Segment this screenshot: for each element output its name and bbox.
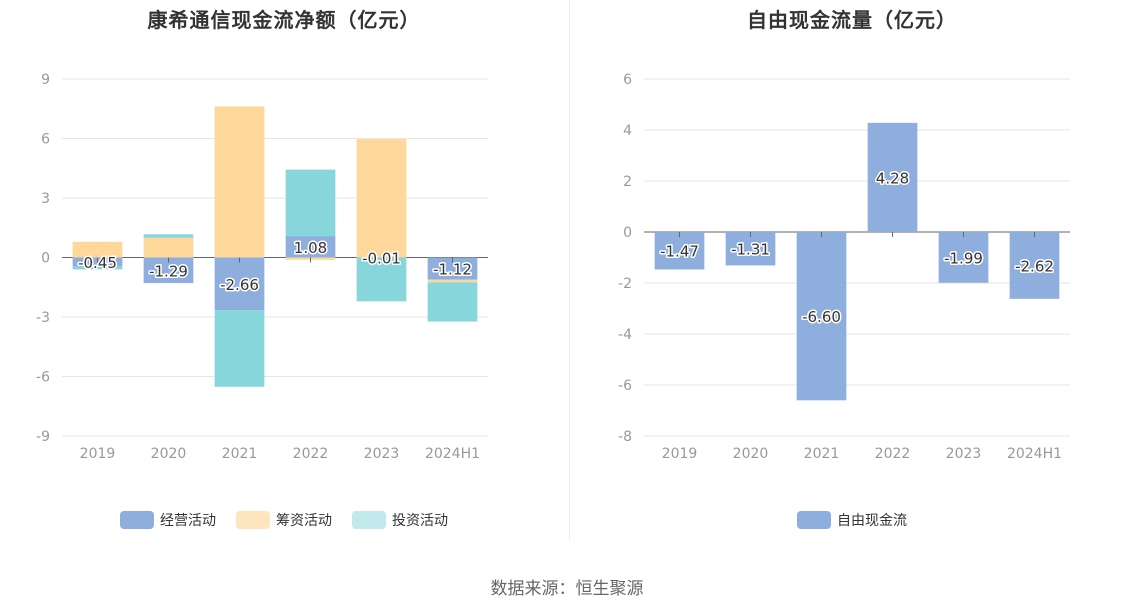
bar-free_cash_flow [725, 232, 776, 266]
bar-investing [356, 257, 407, 302]
data-label: -0.45 [78, 254, 117, 272]
y-tick-label: -3 [36, 310, 50, 326]
legend-swatch [352, 511, 386, 529]
bar-investing [214, 310, 265, 387]
data-label: 4.28 [876, 169, 909, 187]
bar-free_cash_flow [938, 232, 989, 283]
x-tick-label: 2023 [946, 446, 982, 462]
bar-operating [285, 236, 336, 258]
x-tick-label: 2023 [364, 446, 400, 462]
y-tick-label: 0 [623, 225, 632, 241]
legend-item-free_cash_flow[interactable]: 自由现金流 [797, 510, 907, 530]
data-source-footer: 数据来源：恒生聚源 [490, 579, 644, 599]
bar-free_cash_flow [796, 232, 847, 401]
legend: 经营活动 筹资活动 投资活动 [0, 510, 568, 530]
bar-investing [427, 282, 478, 322]
legend-item-investing[interactable]: 投资活动 [352, 510, 448, 530]
legend-item-financing[interactable]: 筹资活动 [236, 510, 332, 530]
y-tick-label: 3 [41, 191, 50, 207]
y-tick-label: -9 [36, 429, 50, 445]
bar-financing [356, 139, 407, 258]
x-tick-label: 2022 [293, 446, 329, 462]
y-tick-label: 9 [41, 72, 50, 88]
bar-financing [427, 279, 478, 283]
y-tick-label: -4 [618, 327, 632, 343]
legend-label: 筹资活动 [276, 513, 332, 529]
bar-free_cash_flow [1009, 232, 1060, 299]
legend-item-operating[interactable]: 经营活动 [120, 510, 216, 530]
chart-title: 康希通信现金流净额（亿元） [147, 8, 421, 32]
y-tick-label: 6 [623, 72, 632, 88]
y-tick-label: 6 [41, 132, 50, 148]
data-label: -1.12 [433, 261, 472, 279]
free-cash-flow-chart-panel: 自由现金流量（亿元） 6 4 2 0 -2 -4 -6 -8 2019 2020 2021 2022 2… [570, 0, 1134, 560]
data-label: -2.62 [1015, 257, 1054, 275]
legend-label: 经营活动 [160, 513, 216, 529]
bar-financing [72, 241, 123, 258]
bar-operating [214, 257, 265, 311]
data-label: -2.66 [220, 276, 259, 294]
y-tick-label: 0 [41, 251, 50, 267]
cash-flow-net-chart-panel: 康希通信现金流净额（亿元） 9 6 3 0 -3 -6 -9 2019 2020 2021 2022… [0, 0, 568, 560]
x-tick-label: 2024H1 [1007, 446, 1062, 462]
legend-swatch [236, 511, 270, 529]
bar-financing [214, 106, 265, 258]
x-tick-label: 2019 [80, 446, 116, 462]
data-label: -0.01 [362, 250, 401, 268]
data-label: -1.99 [944, 249, 983, 267]
data-label: -1.29 [149, 262, 188, 280]
bar-free_cash_flow [867, 122, 918, 232]
legend-swatch [120, 511, 154, 529]
legend-label: 投资活动 [392, 513, 448, 529]
x-tick-label: 2024H1 [425, 446, 480, 462]
y-tick-label: -2 [618, 276, 632, 292]
bar-operating [427, 257, 478, 280]
bar-free_cash_flow [654, 232, 705, 270]
x-tick-label: 2019 [662, 446, 698, 462]
chart-title: 自由现金流量（亿元） [747, 8, 957, 32]
legend-label: 自由现金流 [837, 513, 907, 529]
legend-swatch [797, 511, 831, 529]
y-tick-label: 4 [623, 123, 632, 139]
data-label: -1.31 [731, 241, 770, 259]
bar-investing [72, 266, 123, 270]
bar-financing [143, 237, 194, 258]
free-cash-flow-chart: 6 4 2 0 -2 -4 -6 -8 2019 2020 2021 2022 2023 2024H1 -1… [618, 72, 1070, 462]
y-tick-label: -6 [618, 378, 632, 394]
data-label: -1.47 [660, 243, 699, 261]
y-tick-label: -6 [36, 370, 50, 386]
y-tick-label: -8 [618, 429, 632, 445]
cash-flow-net-chart: 9 6 3 0 -3 -6 -9 2019 2020 2021 2022 2023 2024H1 -0.4… [36, 72, 488, 462]
panel-divider [569, 0, 570, 540]
bar-investing [285, 169, 336, 237]
x-tick-label: 2021 [222, 446, 258, 462]
x-tick-label: 2020 [733, 446, 769, 462]
data-label: 1.08 [294, 239, 327, 257]
data-label: -6.60 [802, 308, 841, 326]
x-tick-label: 2020 [151, 446, 187, 462]
legend: 自由现金流 [570, 510, 1134, 530]
x-tick-label: 2021 [804, 446, 840, 462]
y-tick-label: 2 [623, 174, 632, 190]
x-tick-label: 2022 [875, 446, 911, 462]
bar-investing [143, 234, 194, 238]
